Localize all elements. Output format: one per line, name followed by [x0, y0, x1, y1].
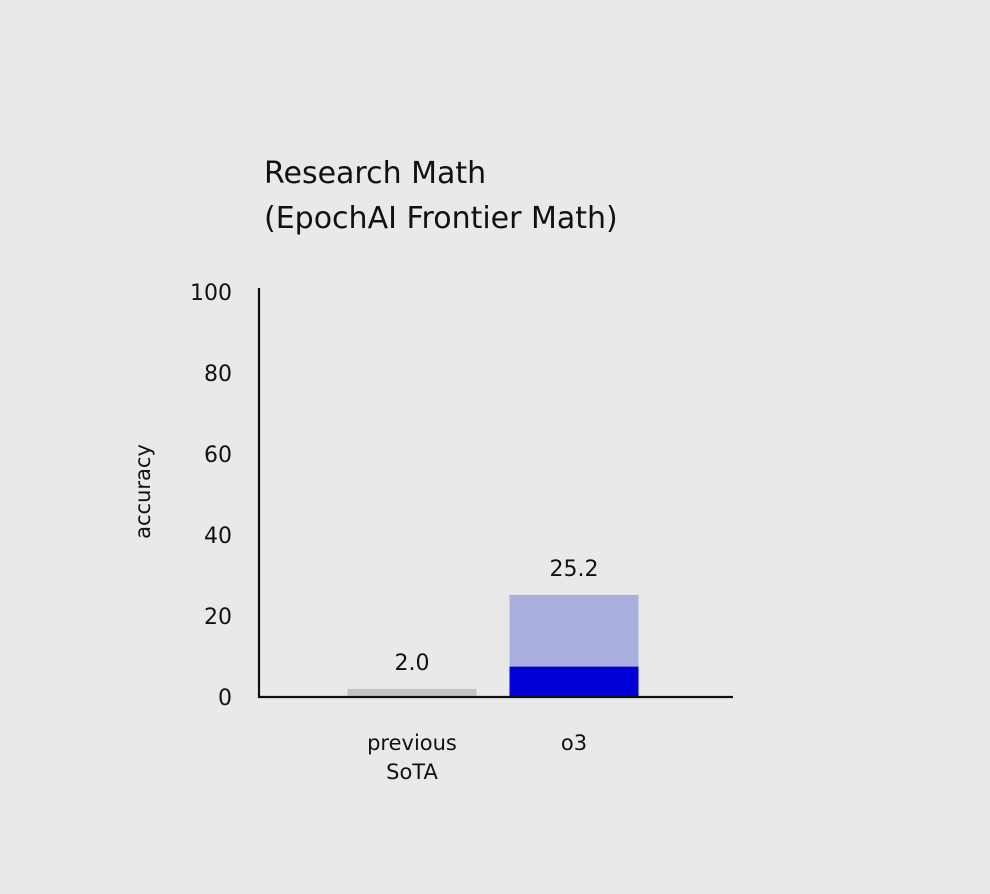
y-tick-label-100: 100 [190, 281, 232, 306]
category-label-0-line-1: SoTA [386, 760, 438, 784]
y-tick-label-20: 20 [204, 605, 232, 630]
bar-value-label-1: 25.2 [550, 557, 599, 582]
category-label-0-line-0: previous [367, 731, 457, 755]
y-tick-label-0: 0 [218, 686, 232, 711]
bar-1-inner-segment [509, 666, 639, 697]
y-tick-label-80: 80 [204, 362, 232, 387]
y-tick-label-60: 60 [204, 443, 232, 468]
category-label-1-line-0: o3 [561, 731, 587, 755]
bar-0 [347, 688, 477, 697]
bar-value-label-0: 2.0 [395, 651, 430, 676]
y-tick-label-40: 40 [204, 524, 232, 549]
chart-title-line-2: (EpochAI Frontier Math) [264, 201, 618, 236]
y-axis-label: accuracy [131, 444, 155, 539]
chart-title-line-1: Research Math [264, 156, 487, 191]
